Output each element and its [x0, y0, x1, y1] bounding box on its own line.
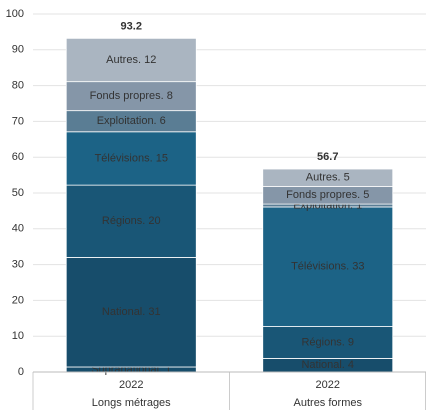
segment-label: Régions. 20: [102, 215, 161, 227]
segment-label: Télévisions. 33: [291, 261, 364, 273]
total-label: 56.7: [317, 151, 338, 163]
segment-label: Fonds propres. 8: [90, 90, 173, 102]
segment-label: National. 31: [102, 306, 161, 318]
bar-segment: [262, 168, 394, 187]
segment-label: Régions. 9: [301, 336, 354, 348]
y-tick-label: 50: [12, 187, 24, 199]
y-tick-label: 20: [12, 294, 24, 306]
bar-segment: [262, 326, 394, 359]
y-tick-label: 90: [12, 44, 24, 56]
bar-segment: [262, 206, 394, 327]
y-tick-label: 100: [6, 8, 24, 20]
x-tick-label: Longs métrages: [92, 397, 171, 409]
bar-segment: [65, 184, 197, 258]
segment-label: National. 4: [301, 359, 354, 371]
bar-segment: [65, 81, 197, 112]
x-tick-label: 2022: [316, 379, 340, 391]
segment-label: Autres. 5: [306, 172, 350, 184]
x-tick-label: 2022: [119, 379, 143, 391]
y-tick-label: 80: [12, 80, 24, 92]
segment-label: Autres. 12: [106, 54, 156, 66]
y-tick-label: 70: [12, 115, 24, 127]
segment-label: Exploitation. 6: [97, 115, 166, 127]
total-label: 93.2: [121, 20, 142, 32]
segment-label: Fonds propres. 5: [286, 189, 369, 201]
y-tick-label: 10: [12, 330, 24, 342]
y-tick-label: 60: [12, 151, 24, 163]
x-tick-label: Autres formes: [294, 397, 363, 409]
bar-segment: [65, 257, 197, 368]
y-tick-label: 30: [12, 259, 24, 271]
y-tick-label: 0: [18, 366, 24, 378]
segment-label: Télévisions. 15: [95, 152, 168, 164]
bar-segment: [65, 37, 197, 83]
bar-segment: [65, 131, 197, 186]
y-tick-label: 40: [12, 223, 24, 235]
